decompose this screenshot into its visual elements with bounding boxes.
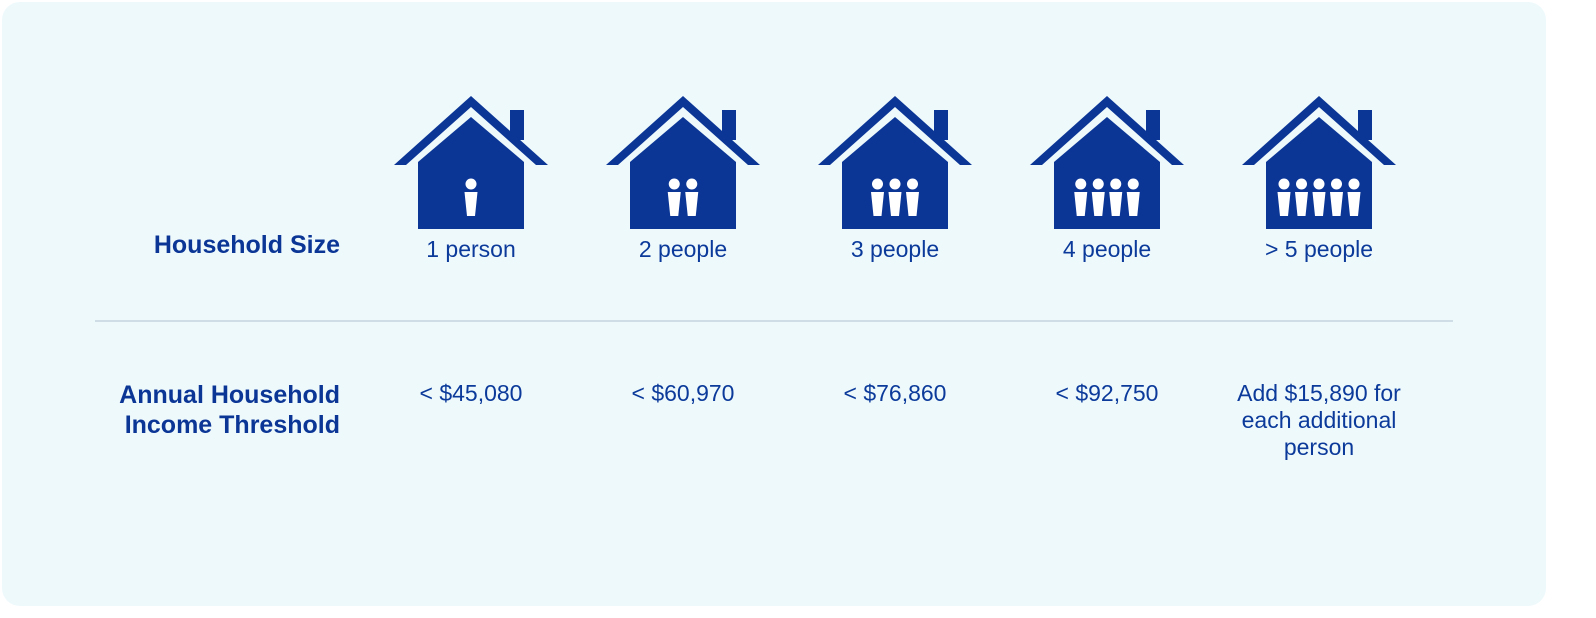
chimney [510, 110, 524, 140]
income-threshold-4: < $92,750 [1055, 380, 1159, 406]
person-figure [1312, 178, 1326, 216]
house-body [630, 117, 736, 229]
house-4-people-icon [1030, 96, 1184, 229]
house-3-people-icon [818, 96, 972, 229]
income-threshold-5: Add $15,890 for each additional person [1213, 380, 1425, 461]
income-threshold-3: < $76,860 [843, 380, 947, 406]
roof [394, 96, 548, 165]
income-threshold-1: < $45,080 [419, 380, 523, 406]
income-threshold-label: Annual Household Income Threshold [119, 380, 340, 440]
household-size-label-text: Household Size [153, 231, 340, 259]
house-2-people-icon [606, 96, 760, 229]
household-size-1: 1 person [426, 236, 516, 262]
roof [818, 96, 972, 165]
house-body [1266, 117, 1372, 229]
person-figure [906, 178, 919, 216]
household-size-5: > 5 people [1264, 236, 1374, 262]
roof [606, 96, 760, 165]
row-divider [95, 320, 1453, 322]
person-figure [1074, 178, 1088, 216]
person-figure [1277, 178, 1291, 216]
house-5-people-icon [1242, 96, 1396, 229]
income-threshold-5-text: Add $15,890 for each additional person [1237, 380, 1401, 460]
household-size-4: 4 people [1062, 236, 1152, 262]
household-size-label: Household Size [154, 230, 340, 260]
chimney [934, 110, 948, 140]
income-threshold-label-line2: Income Threshold [124, 411, 340, 439]
person-figure [464, 178, 478, 216]
person-figure [1091, 178, 1105, 216]
roof [1242, 96, 1396, 165]
income-threshold-2: < $60,970 [631, 380, 735, 406]
person-figure [1295, 178, 1308, 216]
income-threshold-panel: Household Size Annual Household Income T… [2, 2, 1546, 606]
person-figure [1109, 178, 1123, 216]
chimney [1358, 110, 1372, 140]
house-body [842, 117, 948, 229]
person-figure [871, 178, 884, 216]
chimney [722, 110, 736, 140]
roof [1030, 96, 1184, 165]
person-figure [1347, 178, 1361, 216]
household-size-2: 2 people [638, 236, 728, 262]
person-figure [1126, 178, 1140, 216]
person-figure [667, 178, 681, 216]
household-size-3: 3 people [850, 236, 940, 262]
house-body [418, 117, 524, 229]
chimney [1146, 110, 1160, 140]
person-figure [685, 178, 699, 216]
person-figure [1330, 178, 1343, 216]
house-1-person-icon [394, 96, 548, 229]
income-threshold-label-line1: Annual Household [119, 381, 340, 409]
person-figure [888, 178, 902, 216]
